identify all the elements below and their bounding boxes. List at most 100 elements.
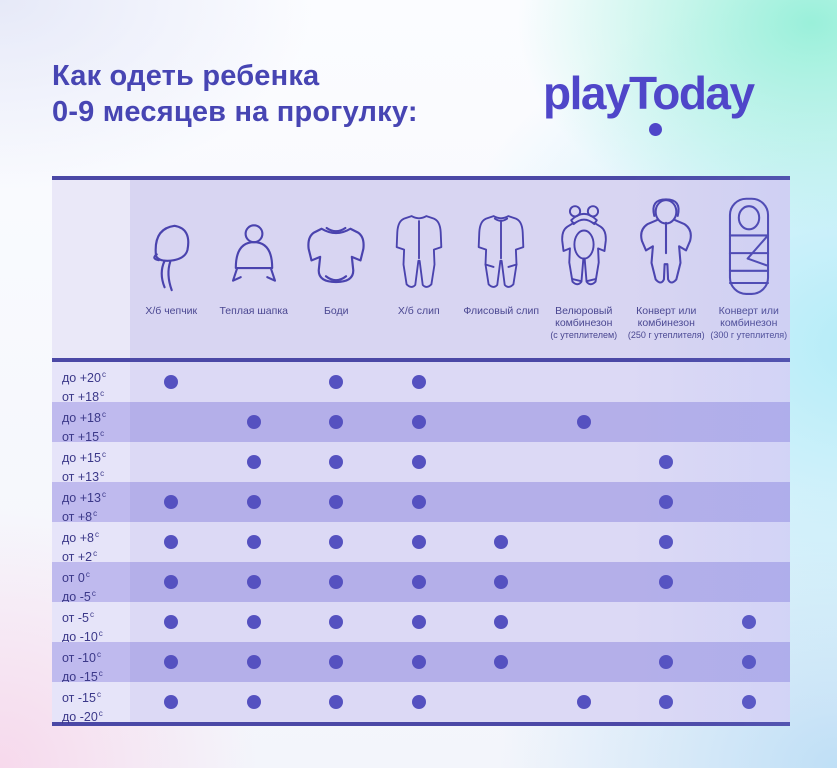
dot-marker — [741, 695, 756, 709]
column-header: Х/б чепчик — [130, 180, 213, 358]
table-cell — [625, 402, 708, 442]
dot-marker — [246, 535, 261, 549]
table-cell — [295, 682, 378, 722]
table-cell — [130, 362, 213, 402]
dot-marker — [411, 535, 426, 549]
table-cell — [378, 402, 461, 442]
table-cell — [460, 562, 543, 602]
table-cell — [378, 362, 461, 402]
table-header-corner — [52, 180, 130, 358]
table-cell — [130, 642, 213, 682]
column-label: Конверт или комбинезон — [636, 305, 697, 329]
dot-marker — [411, 695, 426, 709]
dot-marker — [411, 655, 426, 669]
table-cell — [460, 402, 543, 442]
dot-marker — [329, 655, 344, 669]
dot-marker — [659, 535, 674, 549]
table-cell — [460, 522, 543, 562]
table-cell — [130, 602, 213, 642]
column-header: Теплая шапка — [213, 180, 296, 358]
column-header: Боди — [295, 180, 378, 358]
table-cell — [130, 562, 213, 602]
dot-marker — [164, 375, 179, 389]
dot-marker — [329, 415, 344, 429]
table-cell — [543, 402, 626, 442]
dot-marker — [164, 615, 179, 629]
table-cell — [625, 362, 708, 402]
temperature-label: от -15с до -20с — [52, 682, 130, 724]
column-headers: Х/б чепчик Теплая шапка Боди Х/б слип Фл… — [130, 180, 790, 358]
dot-marker — [329, 495, 344, 509]
table-row: до +8с от +2с — [52, 522, 790, 564]
brand-logo-dot-icon — [649, 123, 662, 136]
table-cell — [625, 682, 708, 722]
dot-marker — [659, 575, 674, 589]
dot-marker — [659, 695, 674, 709]
brand-logo: playToday — [543, 66, 755, 136]
table-cell — [378, 682, 461, 722]
dot-marker — [164, 695, 179, 709]
table-cell — [625, 642, 708, 682]
warm-hat-icon — [226, 188, 282, 298]
table-cell — [543, 442, 626, 482]
dot-marker — [659, 495, 674, 509]
temperature-label: до +20с от +18с — [52, 362, 130, 404]
table-row: до +18с от +15с — [52, 402, 790, 444]
clothing-table: Х/б чепчик Теплая шапка Боди Х/б слип Фл… — [52, 176, 790, 726]
table-top-border — [52, 176, 790, 180]
dot-marker — [576, 695, 591, 709]
dot-marker — [411, 375, 426, 389]
table-cell — [213, 482, 296, 522]
temperature-label: от 0с до -5с — [52, 562, 130, 604]
dot-marker — [329, 535, 344, 549]
dot-marker — [246, 615, 261, 629]
bonnet-icon — [146, 188, 196, 298]
temperature-label: от -5с до -10с — [52, 602, 130, 644]
column-header: Велюровый комбинезон (с утеплителем) — [543, 180, 626, 358]
table-cell — [460, 362, 543, 402]
dot-marker — [329, 375, 344, 389]
table-cell — [295, 562, 378, 602]
table-cell — [378, 442, 461, 482]
table-cell — [460, 442, 543, 482]
table-cell — [213, 522, 296, 562]
table-cell — [295, 602, 378, 642]
column-sublabel: (с утеплителем) — [550, 330, 618, 340]
table-cell — [130, 402, 213, 442]
dot-marker — [494, 575, 509, 589]
column-header: Х/б слип — [378, 180, 461, 358]
table-cell — [543, 642, 626, 682]
table-cell — [378, 602, 461, 642]
table-cell — [460, 482, 543, 522]
table-row: до +13с от +8с — [52, 482, 791, 524]
temperature-label: до +18с от +15с — [52, 402, 130, 444]
table-cell — [543, 522, 626, 562]
table-row: от 0с до -5с — [52, 562, 790, 604]
column-label: Флисовый слип — [463, 305, 540, 317]
table-cell — [378, 482, 461, 522]
table-cell — [295, 442, 378, 482]
column-sublabel: (250 г утеплителя) — [627, 330, 705, 340]
dot-marker — [246, 575, 261, 589]
table-body: до +20с от +18с до +18с от +15с до +15с от +1… — [52, 362, 791, 724]
table-cell — [625, 522, 708, 562]
brand-logo-text: playToday — [543, 67, 755, 119]
table-cell — [625, 602, 708, 642]
page-title: Как одеть ребенка 0-9 месяцев на прогулк… — [52, 58, 522, 130]
table-cell — [543, 602, 626, 642]
temperature-label: до +15с от +13с — [52, 442, 130, 484]
column-label: Х/б слип — [397, 305, 440, 317]
dot-marker — [246, 495, 261, 509]
table-cell — [130, 442, 213, 482]
sleepsuit-icon — [388, 188, 450, 298]
table-cell — [378, 522, 461, 562]
table-cell — [378, 642, 461, 682]
table-cell — [708, 682, 791, 722]
table-cell — [708, 482, 791, 522]
dot-marker — [494, 655, 509, 669]
table-cell — [543, 362, 626, 402]
table-cell — [213, 562, 296, 602]
dot-marker — [659, 655, 674, 669]
table-cell — [543, 562, 626, 602]
